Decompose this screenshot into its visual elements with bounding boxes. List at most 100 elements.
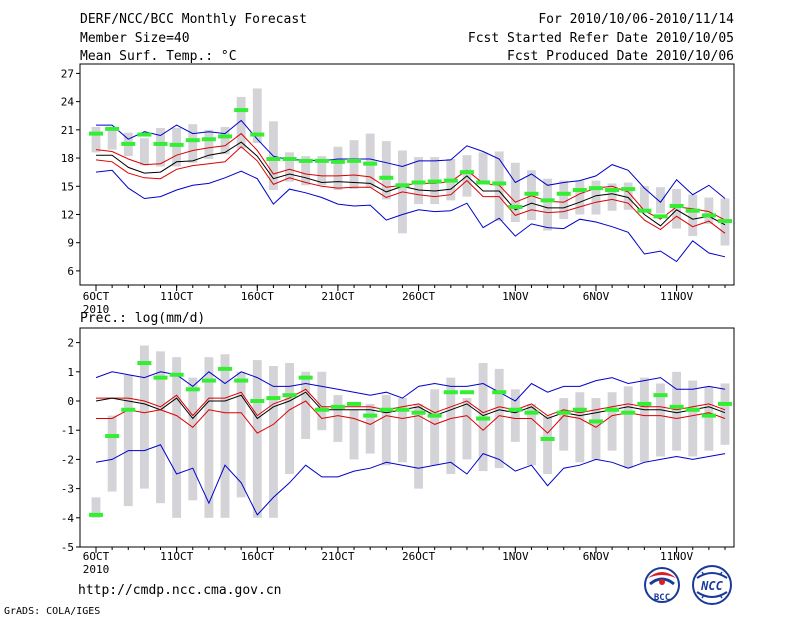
spread-box (494, 151, 504, 222)
spread-box (317, 156, 327, 186)
x-tick-label: 21OCT (321, 550, 354, 563)
spread-box (639, 186, 649, 210)
bcc-logo-text: BCC (654, 593, 670, 603)
spread-box (527, 403, 536, 466)
spread-box (688, 194, 698, 237)
spread-box (204, 357, 214, 518)
spread-box (236, 96, 246, 149)
observed-marker (556, 191, 571, 196)
spread-box (462, 398, 472, 460)
spread-box (559, 398, 569, 451)
spread-box (236, 371, 246, 498)
spread-box (430, 389, 440, 466)
x-tick-label: 6OCT (83, 550, 110, 563)
spread-box (543, 178, 553, 231)
grads-credit: GrADS: COLA/IGES (4, 606, 100, 617)
temperature-panel: 6 9 12 15 18 21 24 27 6OCT 11OCT 16OCT 21OCT 26OCT 1N… (61, 63, 735, 316)
y-tick-label: 15 (61, 180, 74, 193)
observed-marker (524, 191, 539, 196)
spread-box (91, 497, 101, 518)
observed-marker (718, 401, 732, 406)
spread-box (591, 180, 601, 215)
observed-marker (556, 410, 571, 415)
observed-marker (443, 390, 458, 395)
observed-marker (137, 361, 152, 366)
observed-marker (395, 183, 410, 188)
x-tick-label: 1NOV (502, 290, 529, 303)
member-size: Member Size=40 (80, 31, 190, 46)
observed-marker (379, 407, 394, 412)
variable-label: Mean Surf. Temp.: °C (80, 49, 237, 64)
spread-box (349, 140, 359, 190)
observed-marker (605, 407, 620, 412)
observed-marker (685, 208, 700, 213)
observed-marker (330, 404, 345, 409)
x-tick-label: 11OCT (160, 550, 193, 563)
series-line-upper-outer (96, 119, 726, 203)
observed-marker (218, 134, 233, 139)
y-tick-label: 1 (67, 366, 74, 379)
spread-box (139, 345, 149, 489)
observed-marker (250, 399, 265, 403)
spread-box (285, 363, 294, 474)
year-label: 2010 (83, 303, 110, 316)
observed-marker (395, 407, 410, 412)
series-line-upper-outer (95, 371, 726, 402)
ncc-logo: NCC (692, 565, 732, 605)
spread-box (252, 360, 262, 518)
spread-box (365, 133, 375, 189)
spread-box (172, 127, 182, 167)
observed-marker (363, 413, 378, 418)
observed-marker (201, 137, 216, 142)
spread-box (107, 127, 117, 150)
observed-marker (540, 436, 555, 441)
observed-marker (121, 407, 136, 412)
fcst-started-date: Fcst Started Refer Date 2010/10/05 (468, 31, 734, 46)
spread-box (156, 351, 165, 504)
observed-marker (411, 180, 426, 185)
x-tick-label: 11NOV (660, 290, 693, 303)
spread-box (720, 383, 730, 445)
observed-marker (701, 413, 716, 418)
spread-box (381, 141, 391, 200)
observed-marker (701, 213, 716, 218)
observed-marker (427, 413, 442, 418)
spread-box (688, 380, 698, 457)
y-tick-label: -1 (61, 424, 74, 437)
spread-box (204, 129, 214, 159)
series-line-mean (96, 141, 726, 227)
header: DERF/NCC/BCC Monthly Forecast Member Siz… (80, 12, 734, 64)
spread-box (559, 180, 569, 220)
x-tick-label: 6NOV (583, 290, 610, 303)
observed-marker (718, 219, 732, 224)
spread-box (349, 409, 359, 460)
precip-panel-title: Prec.: log(mm/d) (80, 311, 205, 326)
spread-box (123, 374, 133, 507)
observed-marker (250, 132, 265, 137)
observed-marker (121, 141, 136, 146)
y-tick-label: 0 (67, 395, 74, 408)
observed-marker (669, 204, 684, 209)
spread-box (91, 127, 101, 153)
y-tick-label: 2 (67, 337, 74, 350)
observed-marker (89, 131, 103, 136)
observed-marker (588, 419, 603, 424)
observed-marker (669, 404, 684, 409)
observed-marker (314, 407, 329, 412)
spread-box (607, 392, 617, 451)
observed-marker (476, 180, 491, 185)
observed-marker (443, 178, 458, 183)
observed-marker (363, 161, 378, 166)
spread-box (575, 180, 585, 215)
spread-box (252, 88, 262, 143)
observed-marker (508, 407, 523, 412)
source-url[interactable]: http://cmdp.ncc.cma.gov.cn (78, 583, 282, 598)
series-line-lower-inner (96, 400, 726, 434)
observed-marker (105, 126, 120, 131)
y-tick-label: 24 (61, 96, 75, 109)
observed-marker (347, 401, 362, 406)
observed-marker (492, 390, 507, 395)
x-tick-label: 6OCT (83, 290, 110, 303)
observed-marker (653, 214, 668, 219)
x-tick-label: 6NOV (583, 550, 610, 563)
